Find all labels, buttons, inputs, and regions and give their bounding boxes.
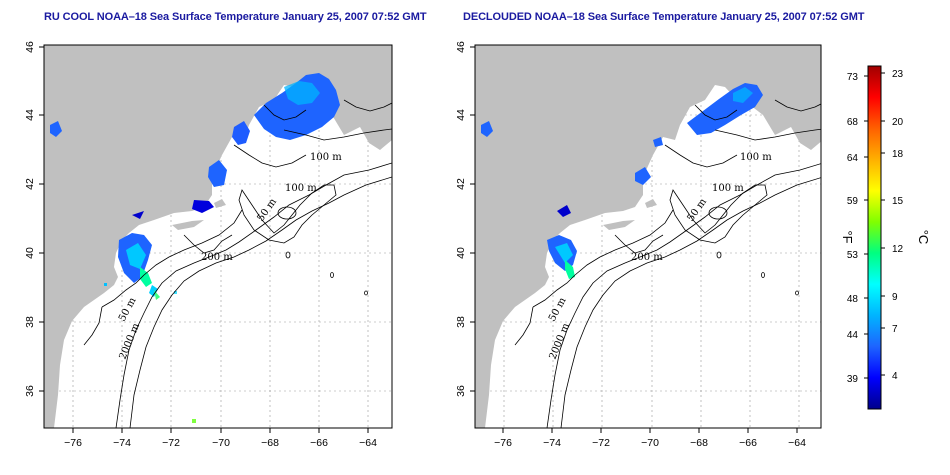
y-tick-label: 42 <box>24 178 36 190</box>
x-tick-label: −74 <box>113 437 131 449</box>
fahrenheit-tick-label: 39 <box>847 374 859 385</box>
right-plot-frame <box>474 44 822 429</box>
x-tick-label: −72 <box>162 437 180 449</box>
x-tick-label: −72 <box>592 437 610 449</box>
right-x-axis <box>502 428 798 433</box>
celsius-tick-label: 15 <box>892 196 904 207</box>
left-map-panel: 100 m 100 m 50 m 200 m 50 m 2000 m −76 −… <box>24 41 393 449</box>
contour-label: 200 m <box>631 252 663 263</box>
celsius-tick-label: 20 <box>892 117 904 128</box>
x-tick-label: −68 <box>261 437 279 449</box>
right-x-tick-labels: −76 −74 −72 −70 −68 −66 −64 <box>494 437 806 449</box>
y-tick-label: 40 <box>455 247 467 259</box>
contour-label: 200 m <box>201 252 233 263</box>
fahrenheit-unit-label: °F <box>840 230 855 243</box>
fahrenheit-tick-label: 59 <box>847 196 859 207</box>
left-x-tick-labels: −76 −74 −72 −70 −68 −66 −64 <box>64 437 377 449</box>
y-tick-label: 42 <box>455 178 467 190</box>
left-sst-pixels <box>50 73 340 423</box>
y-tick-label: 44 <box>455 109 467 121</box>
y-tick-label: 38 <box>455 316 467 328</box>
y-tick-label: 46 <box>24 41 36 53</box>
contour-label: 100 m <box>740 152 772 163</box>
colorbar-fahrenheit-labels: 73 68 64 59 53 48 44 39 <box>847 72 859 385</box>
right-map-panel: 100 m 100 m 50 m 200 m 50 m 2000 m −76 −… <box>455 41 822 449</box>
x-tick-label: −64 <box>788 437 806 449</box>
fahrenheit-tick-label: 53 <box>847 250 859 261</box>
x-tick-label: −70 <box>212 437 230 449</box>
left-plot-frame <box>43 44 393 429</box>
right-sst-pixels <box>481 83 763 279</box>
celsius-tick-label: 9 <box>892 292 898 303</box>
left-y-axis <box>39 46 44 392</box>
contour-label: 100 m <box>310 152 342 163</box>
x-tick-label: −76 <box>494 437 512 449</box>
fahrenheit-tick-label: 64 <box>847 153 859 164</box>
right-y-tick-labels: 46 44 42 40 38 36 <box>455 41 467 397</box>
celsius-tick-label: 23 <box>892 69 904 80</box>
celsius-tick-label: 12 <box>892 244 904 255</box>
left-map-title: RU COOL NOAA–18 Sea Surface Temperature … <box>44 11 427 23</box>
y-tick-label: 36 <box>455 385 467 397</box>
contour-label: 100 m <box>285 183 317 194</box>
celsius-tick-label: 7 <box>892 324 898 335</box>
celsius-tick-label: 4 <box>892 371 898 382</box>
contour-label: 100 m <box>712 183 744 194</box>
colorbar-ticks-right <box>881 72 885 376</box>
left-y-tick-labels: 46 44 42 40 38 36 <box>24 41 36 397</box>
y-tick-label: 44 <box>24 109 36 121</box>
colorbar-ticks-left <box>864 75 868 379</box>
y-tick-label: 36 <box>24 385 36 397</box>
right-map-title: DECLOUDED NOAA–18 Sea Surface Temperatur… <box>463 11 865 23</box>
celsius-tick-label: 18 <box>892 149 904 160</box>
x-tick-label: −66 <box>739 437 757 449</box>
left-x-axis <box>72 428 369 433</box>
fahrenheit-tick-label: 48 <box>847 294 859 305</box>
x-tick-label: −64 <box>359 437 377 449</box>
fahrenheit-tick-label: 73 <box>847 72 859 83</box>
x-tick-label: −74 <box>543 437 561 449</box>
right-y-axis <box>470 46 475 392</box>
colorbar-celsius-labels: 23 20 18 15 12 9 7 4 <box>892 69 904 382</box>
x-tick-label: −76 <box>64 437 82 449</box>
fahrenheit-tick-label: 44 <box>847 330 859 341</box>
colorbar-ramp <box>867 65 882 410</box>
x-tick-label: −66 <box>310 437 328 449</box>
fahrenheit-tick-label: 68 <box>847 117 859 128</box>
y-tick-label: 46 <box>455 41 467 53</box>
colorbar: 73 68 64 59 53 48 44 39 23 20 18 15 12 9… <box>840 65 931 410</box>
x-tick-label: −70 <box>641 437 659 449</box>
x-tick-label: −68 <box>690 437 708 449</box>
celsius-unit-label: °C <box>916 230 931 245</box>
y-tick-label: 40 <box>24 247 36 259</box>
y-tick-label: 38 <box>24 316 36 328</box>
